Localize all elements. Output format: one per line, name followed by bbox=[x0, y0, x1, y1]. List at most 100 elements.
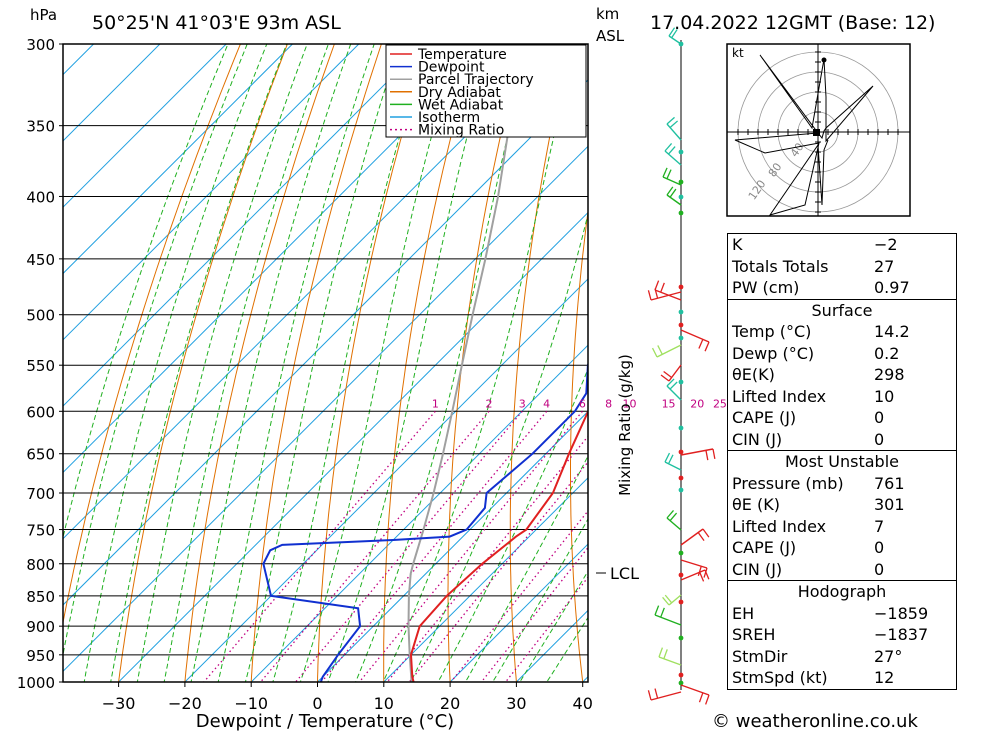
wind-barb bbox=[664, 461, 682, 471]
wind-barb-flag bbox=[666, 378, 675, 387]
wind-barb bbox=[666, 385, 682, 401]
wet-adiabat-line bbox=[299, 44, 458, 682]
legend-box bbox=[385, 44, 587, 138]
wind-barb bbox=[654, 289, 682, 301]
wind-level-marker bbox=[678, 572, 684, 578]
index-label: CIN (J) bbox=[732, 559, 783, 579]
wet-adiabat-line bbox=[136, 44, 308, 682]
index-label: Totals Totals bbox=[732, 256, 829, 276]
hodograph-trace bbox=[734, 54, 874, 216]
storm-motion-marker bbox=[813, 129, 820, 136]
wind-barb-flag bbox=[647, 690, 652, 701]
pressure-tick-label: 500 bbox=[26, 307, 55, 325]
wet-adiabat-line bbox=[63, 44, 229, 540]
wet-adiabat-line bbox=[244, 44, 401, 682]
wind-barb-flag bbox=[654, 688, 659, 699]
pressure-tick-label: 650 bbox=[26, 446, 55, 464]
isotherm-line bbox=[63, 44, 293, 275]
mixing-ratio-label: 1 bbox=[432, 397, 439, 410]
temperature-tick-label: −30 bbox=[102, 694, 136, 713]
pressure-tick-label: 550 bbox=[26, 357, 55, 375]
dewpoint-line bbox=[262, 361, 588, 682]
surface-row: CIN (J) 0 bbox=[728, 429, 956, 451]
index-value: 0.97 bbox=[874, 278, 910, 297]
index-value: 27 bbox=[874, 256, 895, 276]
index-label: θE (K) bbox=[732, 495, 780, 514]
wind-level-marker bbox=[678, 284, 684, 290]
dry-adiabat-line bbox=[629, 26, 667, 708]
index-row: K −2 bbox=[728, 234, 956, 256]
mixing-ratio-label: 25 bbox=[713, 397, 727, 410]
wind-barb-flag bbox=[669, 381, 678, 390]
index-value: 10 bbox=[874, 386, 895, 406]
index-row: Totals Totals 27 bbox=[728, 256, 956, 278]
index-value: 12 bbox=[874, 668, 895, 687]
wind-barb-flag bbox=[666, 186, 674, 196]
wind-barb-flag bbox=[668, 27, 676, 37]
wind-barb bbox=[680, 528, 704, 546]
mixing-ratio-label: 15 bbox=[662, 397, 676, 410]
isotherm-line bbox=[0, 44, 27, 682]
index-value: 0 bbox=[874, 559, 885, 579]
wet-adiabat-line bbox=[190, 44, 352, 682]
wind-barb-flag bbox=[660, 374, 670, 382]
pressure-tick-label: 600 bbox=[26, 403, 55, 421]
wind-barb-flag bbox=[669, 188, 677, 198]
legend-label: Isotherm bbox=[418, 110, 480, 126]
hodograph-section-title: Hodograph bbox=[728, 580, 956, 603]
wind-barb-flag bbox=[660, 607, 665, 618]
dry-adiabat-line bbox=[685, 26, 720, 708]
index-label: Lifted Index bbox=[732, 386, 827, 406]
temperature-tick-label: 40 bbox=[573, 694, 593, 713]
mixing-ratio-label: 10 bbox=[622, 397, 636, 410]
index-value: 0 bbox=[874, 538, 885, 557]
wind-barb bbox=[668, 35, 682, 45]
index-value: 301 bbox=[874, 495, 905, 514]
wind-barb-flag bbox=[663, 649, 668, 659]
legend-label: Dry Adiabat bbox=[418, 85, 501, 101]
isotherm-line bbox=[383, 477, 588, 682]
index-label: θE(K) bbox=[732, 365, 775, 384]
surface-row: Lifted Index 10 bbox=[728, 386, 956, 408]
mixing-ratio-label: 2 bbox=[486, 397, 493, 410]
dry-adiabat-line bbox=[118, 44, 288, 682]
wind-barb-flag bbox=[654, 280, 660, 291]
wind-barb-flag bbox=[666, 509, 675, 519]
wind-barb-flag bbox=[697, 532, 705, 541]
index-label: StmSpd (kt) bbox=[732, 668, 828, 687]
index-value: 0 bbox=[874, 429, 885, 449]
chart-frame bbox=[62, 43, 589, 683]
header: hPa 50°25'N 41°03'E 93m ASL km ASL 17.04.202… bbox=[30, 5, 935, 732]
indices-table: K −2 Totals Totals 27 PW (cm) 0.97 Surface Temp… bbox=[727, 233, 957, 690]
index-value: −2 bbox=[874, 235, 898, 254]
wind-barb-flag bbox=[669, 512, 678, 522]
wind-barb bbox=[654, 614, 682, 626]
hodograph-top-marker bbox=[821, 57, 827, 63]
sounding-profiles bbox=[262, 44, 588, 682]
wind-barb bbox=[668, 364, 682, 382]
temperature-tick-label: −10 bbox=[234, 694, 268, 713]
mixing-ratio-line bbox=[386, 435, 588, 682]
surface-row: Temp (°C) 14.2 bbox=[728, 321, 956, 343]
wind-level-marker bbox=[678, 672, 684, 678]
isotherm-line bbox=[63, 145, 588, 673]
index-value: 7 bbox=[874, 516, 885, 536]
index-label: CAPE (J) bbox=[732, 538, 797, 557]
mixing-ratio-label: 4 bbox=[543, 397, 550, 410]
pressure-tick-label: 1000 bbox=[17, 674, 55, 692]
wind-barb bbox=[668, 594, 682, 606]
wind-barb-flag bbox=[705, 450, 709, 461]
wind-barb-flag bbox=[666, 116, 675, 125]
wind-level-marker bbox=[678, 149, 684, 155]
index-row: PW (cm) 0.97 bbox=[728, 277, 956, 299]
chart-axes: 1 2 3 4 6 8 10 15 20 2530035040045050055060065070… bbox=[17, 36, 727, 732]
wind-barb-flag bbox=[705, 694, 710, 705]
most-unstable-row: Lifted Index 7 bbox=[728, 516, 956, 538]
legend-label: Temperature bbox=[417, 47, 507, 63]
index-label: SREH bbox=[732, 625, 776, 644]
wet-adiabat-line bbox=[110, 44, 288, 682]
wind-barb-flag bbox=[664, 452, 671, 463]
wind-level-marker bbox=[678, 309, 684, 315]
legend-label: Mixing Ratio bbox=[418, 123, 504, 139]
